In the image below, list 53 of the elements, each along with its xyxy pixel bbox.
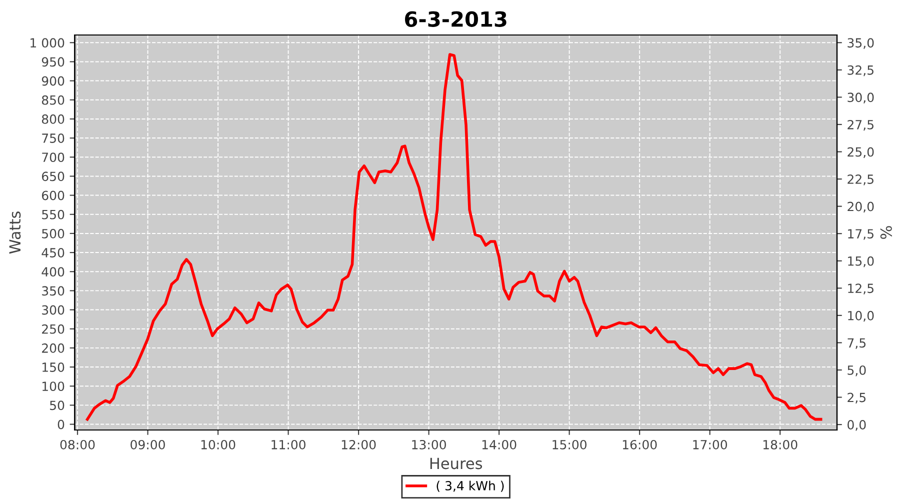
x-tick-label: 11:00 bbox=[272, 440, 306, 450]
x-tick-label: 17:00 bbox=[693, 440, 728, 450]
x-tick-label: 15:00 bbox=[552, 440, 586, 450]
x-tick-label: 08:00 bbox=[60, 440, 95, 450]
x-axis-title: Heures bbox=[430, 458, 482, 470]
y-tick-label: 50 bbox=[50, 400, 64, 410]
y-tick-label: 350 bbox=[42, 286, 64, 296]
y-tick-label: 600 bbox=[42, 190, 64, 200]
y2-tick-label: 7,5 bbox=[848, 338, 866, 349]
y-tick-label: 400 bbox=[42, 267, 64, 277]
x-tick-label: 14:00 bbox=[482, 440, 516, 450]
x-tick-label: 12:00 bbox=[342, 440, 376, 450]
y-tick-label: 150 bbox=[42, 362, 64, 372]
x-tick-label: 10:00 bbox=[201, 440, 236, 450]
y-tick-label: 900 bbox=[42, 76, 64, 86]
y2-tick-label: 10,0 bbox=[848, 310, 874, 322]
y2-tick-label: 20,0 bbox=[848, 202, 874, 213]
y-tick-label: 650 bbox=[42, 172, 64, 182]
y-tick-label: 950 bbox=[42, 57, 64, 67]
y-tick-label: 0 bbox=[58, 420, 64, 430]
y2-tick-label: 12,5 bbox=[848, 284, 874, 294]
y-tick-label: 850 bbox=[42, 95, 64, 105]
x-tick-label: 09:00 bbox=[130, 440, 165, 450]
line-series bbox=[86, 53, 822, 421]
x-tick-label: 18:00 bbox=[763, 440, 798, 450]
y2-axis-title: % bbox=[880, 226, 892, 239]
y-tick-label: 800 bbox=[42, 114, 64, 124]
y-tick-label: 450 bbox=[42, 248, 64, 258]
x-tick-label: 16:00 bbox=[622, 440, 657, 450]
x-tick-label: 13:00 bbox=[412, 440, 446, 450]
y2-tick-label: 22,5 bbox=[848, 174, 874, 186]
y-tick-label: 550 bbox=[42, 210, 64, 220]
y2-tick-label: 25,0 bbox=[848, 147, 874, 158]
y2-tick-label: 17,5 bbox=[848, 229, 874, 240]
legend-label: ( 3,4 kWh ) bbox=[436, 480, 504, 492]
y2-tick-label: 30,0 bbox=[848, 92, 874, 104]
y2-tick-label: 2,5 bbox=[848, 392, 866, 404]
y-tick-label: 700 bbox=[42, 152, 64, 162]
y-tick-label: 300 bbox=[42, 305, 64, 315]
chart-title: 6-3-2013 bbox=[405, 11, 506, 27]
y2-tick-label: 5,0 bbox=[848, 365, 866, 376]
y2-tick-label: 27,5 bbox=[848, 120, 874, 131]
y-tick-label: 250 bbox=[42, 324, 64, 334]
y-axis-title: Watts bbox=[9, 212, 21, 254]
y2-tick-label: 32,5 bbox=[848, 65, 874, 76]
y-tick-label: 750 bbox=[42, 134, 64, 143]
y-tick-label: 200 bbox=[42, 343, 64, 353]
y-tick-label: 1 000 bbox=[30, 38, 64, 48]
y2-tick-label: 0,0 bbox=[848, 420, 866, 431]
y2-tick-label: 35,0 bbox=[848, 38, 874, 49]
y-tick-label: 100 bbox=[42, 382, 64, 392]
y2-tick-label: 15,0 bbox=[848, 256, 874, 268]
y-tick-label: 500 bbox=[42, 228, 64, 238]
